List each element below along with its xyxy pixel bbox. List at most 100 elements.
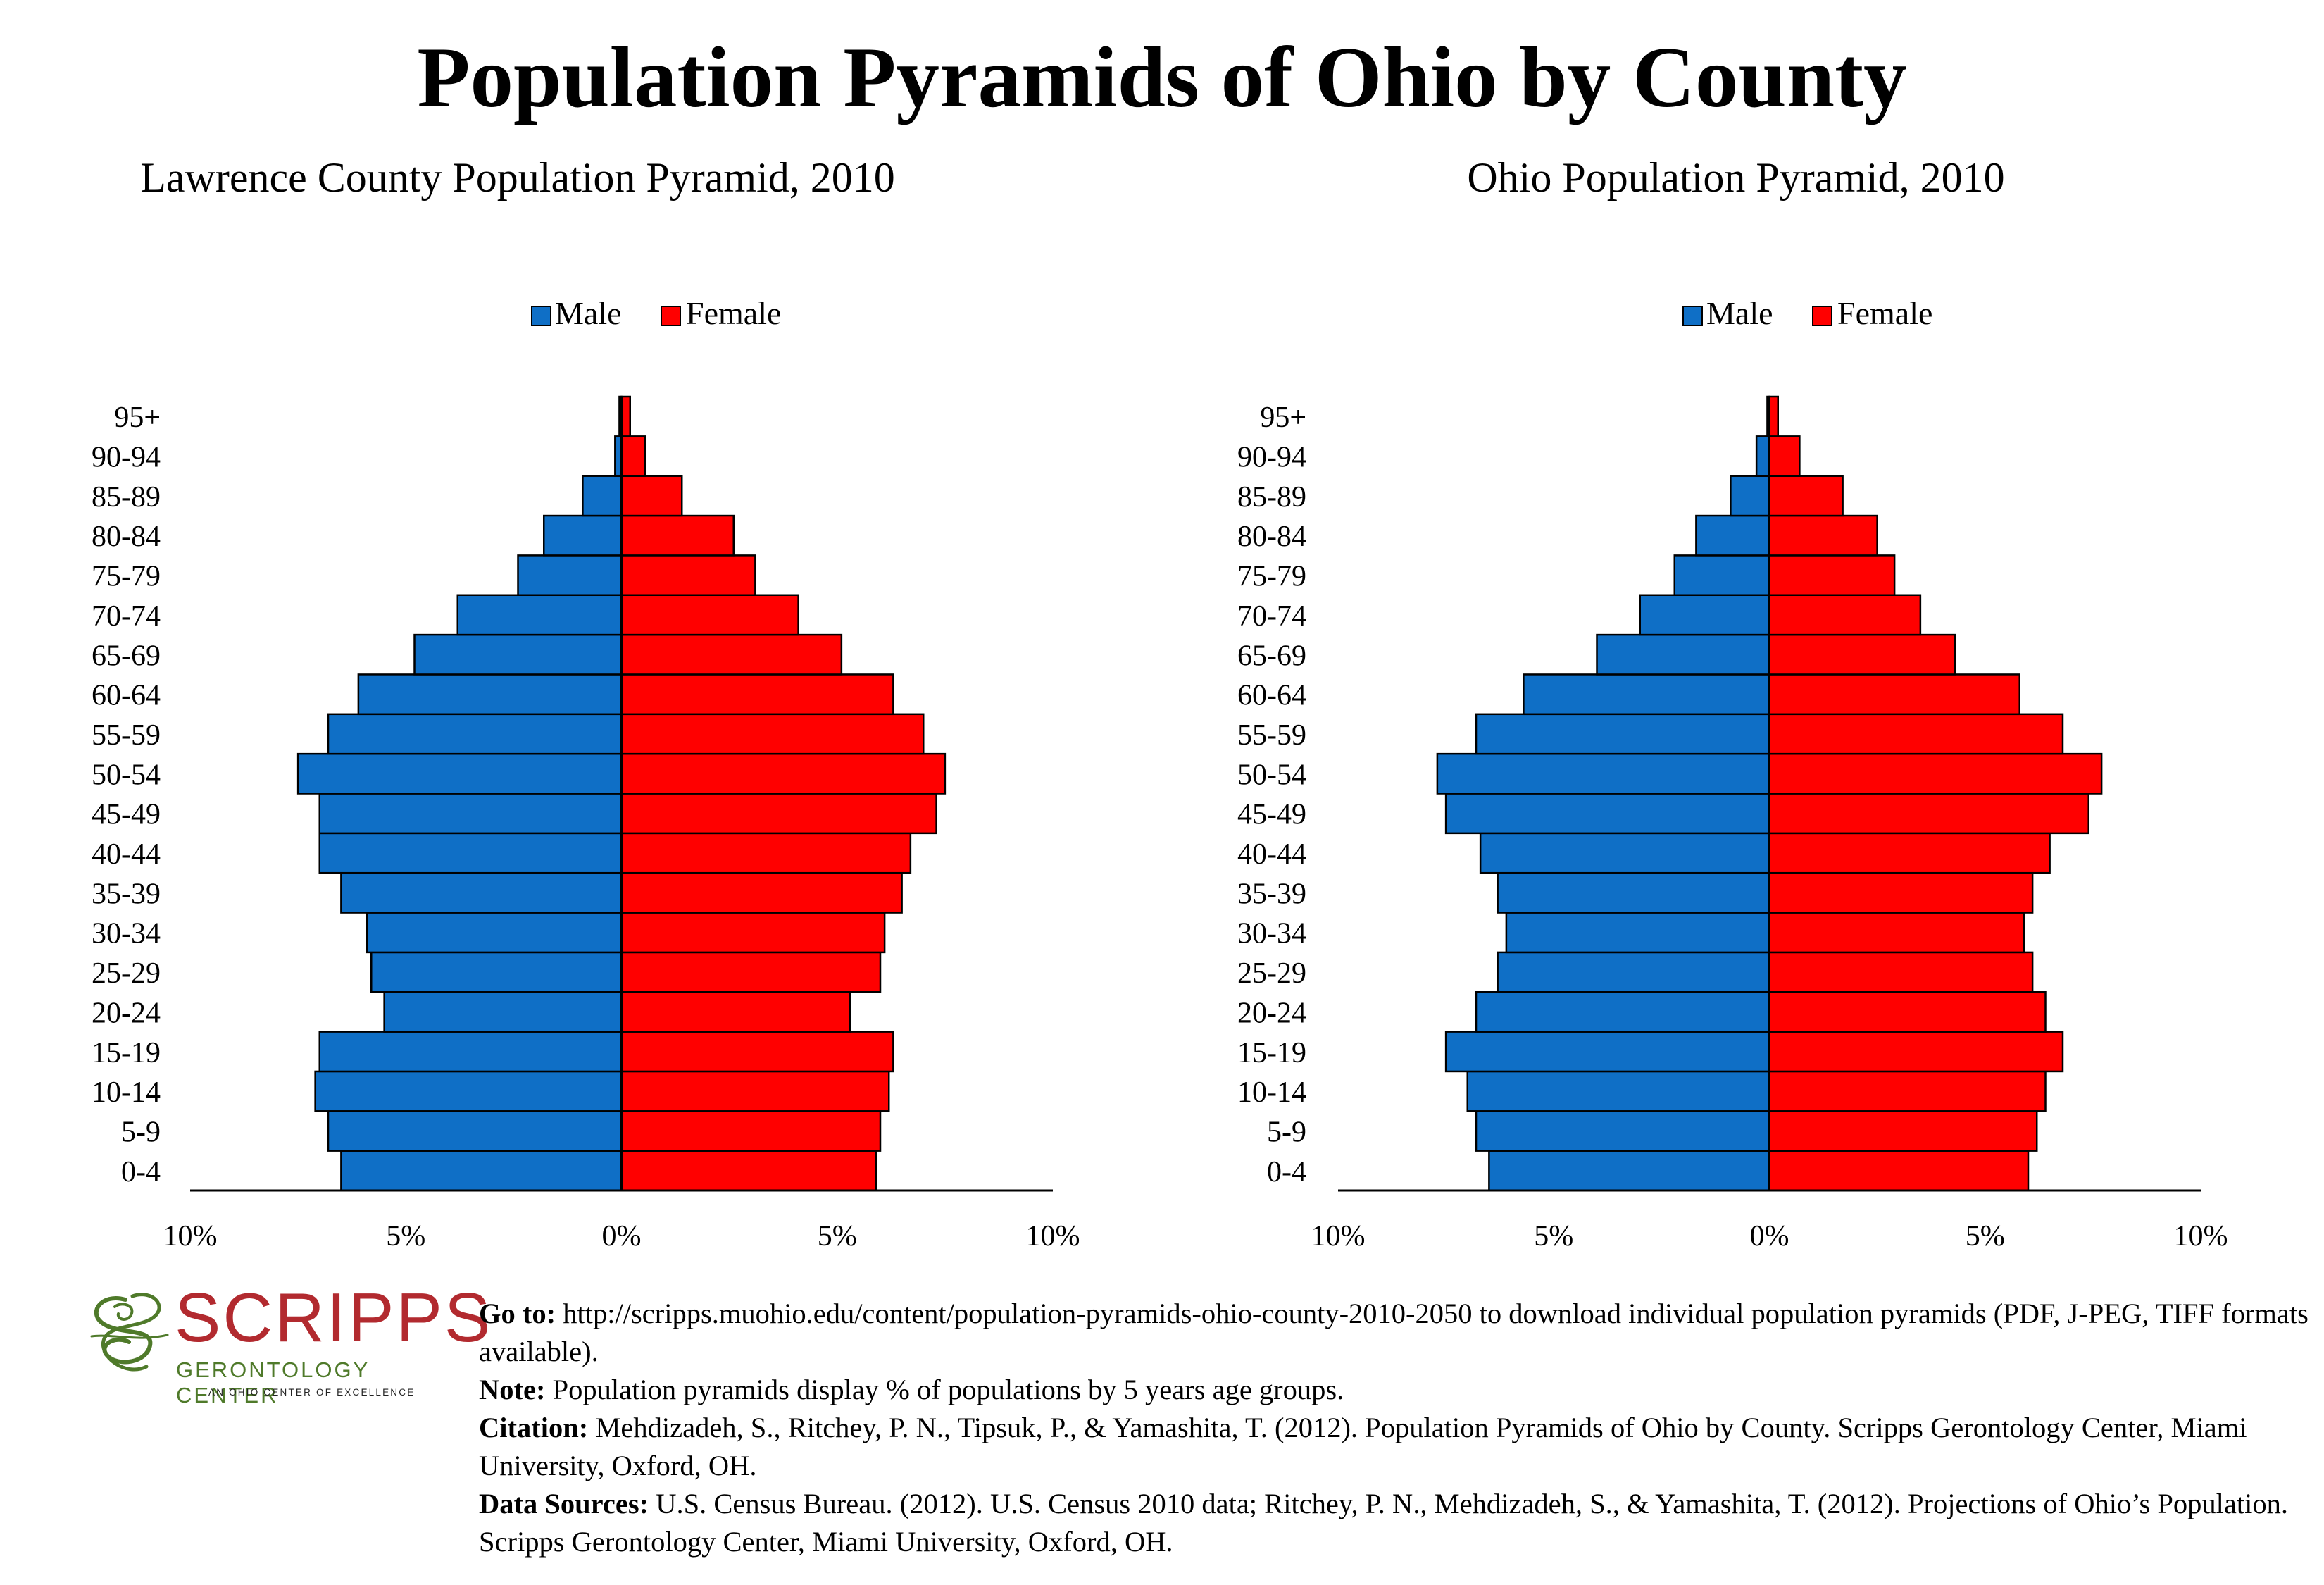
age-tick-label: 90-94 [1237,442,1306,474]
age-tick-label: 75-79 [92,561,161,593]
bar-female [620,594,799,636]
bar-male [1673,554,1770,597]
bar-male [383,991,623,1033]
age-tick-label: 90-94 [92,442,161,474]
legend-swatch-female [1812,306,1832,326]
age-tick-label: 45-49 [1237,799,1306,831]
legend-label-male: Male [1706,295,1773,331]
bar-male [1444,792,1770,835]
pyramid-charts: Lawrence County Population Pyramid, 2010… [92,154,2228,1253]
logo-subtitle: GERONTOLOGY CENTER [176,1357,370,1407]
legend-label-female: Female [686,295,781,331]
note-label: Note: [479,1374,546,1405]
bar-male [1488,1150,1770,1192]
legend-label-male: Male [555,295,622,331]
note-text: U.S. Census Bureau. (2012). U.S. Census … [479,1488,2288,1558]
bar-male [543,514,623,557]
pyramid-chart-1: Lawrence County Population Pyramid, 2010… [92,154,1080,1253]
note-label: Go to: [479,1298,556,1329]
note-text: Population pyramids display % of populat… [552,1374,1344,1405]
scripps-swirl-logo-icon [90,1293,169,1372]
bar-female [620,514,735,557]
note-goto: Go to: http://scripps.muohio.edu/content… [479,1295,2310,1371]
bar-female [620,1110,882,1152]
bar-female [620,633,843,676]
bar-female [1768,752,2103,795]
age-tick-label: 60-64 [92,680,161,712]
legend: Male Female [531,295,781,331]
x-tick-label: 0% [1750,1220,1789,1253]
age-tick-label: 0-4 [1267,1156,1306,1188]
x-tick-label: 10% [1311,1220,1366,1253]
bar-male [1475,713,1770,755]
bar-male [1639,594,1770,636]
age-tick-label: 30-34 [92,918,161,950]
legend-swatch-male [1682,306,1703,326]
age-tick-label: 50-54 [1237,759,1306,791]
age-tick-label: 95+ [1260,402,1306,434]
age-tick-label: 70-74 [1237,600,1306,633]
bar-female [620,951,882,993]
bar-male [318,1031,623,1073]
bar-female [1768,1070,2047,1112]
age-tick-label: 75-79 [1237,561,1306,593]
bar-male [318,832,623,874]
bar-male [318,792,623,835]
age-tick-label: 15-19 [92,1037,161,1069]
note-data-sources: Data Sources: U.S. Census Bureau. (2012)… [479,1485,2310,1561]
chart-title: Lawrence County Population Pyramid, 2010 [140,154,895,201]
x-tick-label: 5% [818,1220,857,1253]
bar-male [296,752,623,795]
bar-male [1730,475,1770,517]
bar-female [1768,673,2020,716]
age-tick-label: 0-4 [121,1156,161,1188]
x-tick-label: 10% [163,1220,218,1253]
age-tick-label: 80-84 [1237,521,1306,553]
bar-female [620,1070,890,1112]
x-tick-label: 5% [1534,1220,1573,1253]
bar-female [1768,633,1956,676]
bar-male [517,554,623,597]
age-tick-label: 95+ [114,402,161,434]
bar-male [327,713,623,755]
bar-male [1475,1110,1770,1152]
age-tick-label: 65-69 [92,640,161,672]
bar-female [1768,435,1801,477]
logo-tagline: AN OHIO CENTER OF EXCELLENCE [208,1387,416,1398]
bar-male [327,1110,623,1152]
note-label: Data Sources: [479,1488,649,1519]
bar-female [620,912,886,954]
bar-female [620,1150,877,1192]
legend-label-female: Female [1837,295,1932,331]
chart-title: Ohio Population Pyramid, 2010 [1467,154,2004,201]
age-tick-label: 85-89 [92,481,161,514]
bar-female [620,871,903,914]
logo-wordmark: SCRIPPS [175,1279,493,1356]
bar-male [1497,951,1770,993]
bar-male [366,912,623,954]
bar-female [1768,1110,2038,1152]
main-title: Population Pyramids of Ohio by County [417,29,1907,125]
age-tick-label: 15-19 [1237,1037,1306,1069]
bar-female [1768,871,2034,914]
age-tick-label: 10-14 [1237,1076,1306,1109]
bar-female [620,832,912,874]
note-note: Note: Population pyramids display % of p… [479,1371,2310,1409]
age-tick-label: 70-74 [92,600,161,633]
age-tick-label: 80-84 [92,521,161,553]
bar-male [340,1150,623,1192]
pyramid-chart-2: Ohio Population Pyramid, 2010 Male Female 0… [1237,154,2228,1253]
bar-female [1768,475,1844,517]
bar-male [1436,752,1770,795]
age-tick-label: 55-59 [92,719,161,752]
age-tick-label: 25-29 [1237,957,1306,990]
note-citation: Citation: Mehdizadeh, S., Ritchey, P. N.… [479,1409,2310,1485]
age-tick-label: 35-39 [92,878,161,910]
age-tick-label: 65-69 [1237,640,1306,672]
bar-female [1768,713,2064,755]
bar-male [314,1070,623,1112]
age-tick-label: 35-39 [1237,878,1306,910]
legend-swatch-male [531,306,551,326]
bar-male [413,633,623,676]
bar-male [1523,673,1770,716]
